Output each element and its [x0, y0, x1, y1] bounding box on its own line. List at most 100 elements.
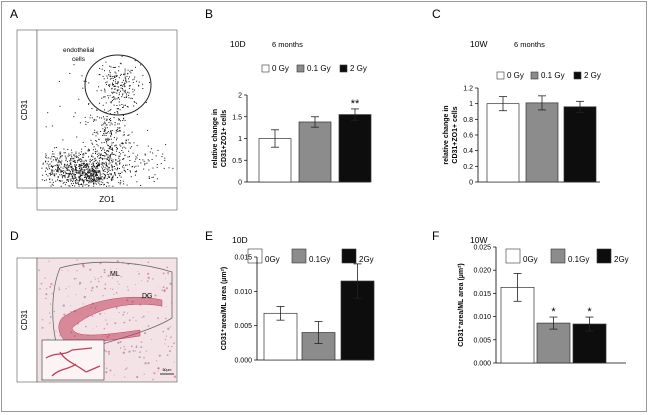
flow-dot: [147, 129, 149, 131]
histology-cell: [78, 281, 82, 285]
flow-dot: [114, 97, 116, 99]
flow-dot: [55, 157, 57, 159]
flow-dot: [109, 113, 111, 115]
flow-dot: [53, 170, 55, 172]
flow-dot: [104, 89, 106, 91]
flow-dot: [72, 171, 74, 173]
flow-dot: [44, 180, 46, 182]
histology-cell: [49, 285, 52, 288]
flow-dot: [104, 174, 106, 176]
flow-dot: [45, 173, 47, 175]
flow-dot: [95, 163, 97, 165]
flow-dot: [87, 176, 89, 178]
flow-dot: [57, 171, 59, 173]
flow-dot: [55, 169, 57, 170]
flow-dot: [112, 161, 114, 163]
flow-dot: [50, 166, 52, 167]
flow-dot: [79, 167, 81, 169]
y-tick-label-c-6: 1.2: [463, 86, 473, 93]
flow-dot: [68, 153, 70, 155]
flow-dot: [69, 173, 70, 175]
flow-dot: [104, 70, 105, 72]
flow-dot: [62, 170, 64, 172]
flow-dot: [78, 154, 80, 156]
histology-cell: [137, 270, 139, 272]
flow-dot: [110, 122, 112, 124]
flow-dot: [117, 86, 119, 88]
flow-dot: [102, 148, 104, 150]
flow-dot: [94, 160, 96, 162]
flow-dot: [84, 184, 86, 186]
flow-dot: [140, 64, 142, 66]
histology-cell: [157, 286, 159, 287]
flow-dot: [104, 163, 106, 165]
histology-cell: [85, 325, 87, 328]
flow-dot: [67, 172, 69, 174]
flow-ylabel: CD31: [20, 99, 29, 120]
flow-dot: [82, 156, 84, 158]
flow-dot: [81, 179, 83, 181]
flow-dot: [107, 150, 109, 152]
flow-dot: [85, 172, 86, 174]
flow-dot: [124, 170, 126, 172]
flow-dot: [112, 185, 114, 187]
flow-dot: [111, 91, 113, 93]
histology-cell: [61, 269, 63, 271]
flow-dot: [115, 145, 117, 147]
flow-dot: [94, 157, 96, 159]
flow-dot: [144, 164, 146, 166]
flow-dot: [130, 72, 132, 74]
flow-dot: [119, 118, 120, 120]
flow-dot: [48, 166, 50, 168]
flow-dot: [123, 106, 124, 108]
flow-dot: [63, 148, 65, 150]
y-tick-label-c-3: 0.6: [463, 133, 473, 140]
flow-dot: [74, 180, 76, 182]
flow-dot: [84, 166, 85, 168]
flow-dot: [104, 130, 106, 131]
flow-dot: [148, 160, 150, 162]
flow-dot: [111, 177, 113, 178]
y-tick-label-b-3: 1.5: [232, 114, 242, 121]
flow-dot: [124, 77, 126, 79]
flow-dot: [99, 117, 101, 119]
flow-dot: [114, 75, 116, 77]
flow-dot: [106, 84, 107, 86]
flow-dot: [91, 117, 93, 119]
flow-dot: [107, 158, 109, 160]
flow-dot: [93, 183, 95, 185]
flow-dot: [71, 168, 73, 170]
flow-dot: [111, 88, 113, 90]
y-label-f: CD31⁺area/ML area (µm²): [458, 263, 465, 346]
flow-dot: [114, 98, 116, 100]
flow-dot: [117, 81, 119, 83]
flow-dot: [78, 152, 80, 154]
flow-dot: [89, 158, 91, 160]
flow-dot: [59, 171, 61, 173]
histology-cell: [106, 323, 109, 326]
flow-dot: [56, 170, 57, 172]
flow-dot: [82, 153, 84, 155]
flow-dot: [108, 155, 110, 157]
flow-dot: [113, 80, 114, 82]
histology-cell: [138, 272, 140, 275]
flow-dot: [106, 154, 107, 156]
histology-cell: [140, 346, 143, 349]
flow-dot: [133, 101, 135, 103]
histology-cell: [41, 318, 44, 321]
flow-dot: [109, 158, 110, 160]
flow-dot: [70, 165, 72, 167]
flow-dot: [86, 165, 88, 167]
flow-dot: [87, 171, 88, 173]
flow-dot: [73, 116, 75, 118]
flow-dot: [126, 95, 128, 97]
flow-dot: [81, 75, 83, 77]
flow-dot: [77, 161, 79, 163]
flow-dot: [103, 142, 105, 143]
histology-inset: [41, 339, 105, 381]
flow-dot: [100, 153, 102, 155]
flow-dot: [122, 107, 124, 108]
flow-dot: [65, 158, 67, 160]
legend-label-c-0: 0 Gy: [507, 71, 524, 80]
flow-dot: [71, 152, 73, 154]
